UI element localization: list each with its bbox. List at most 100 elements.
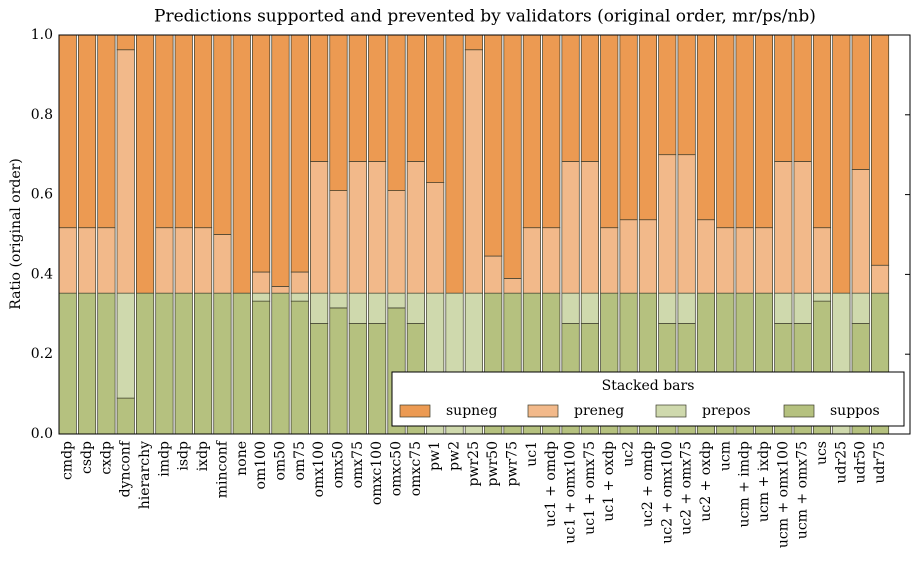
bar-segment (116, 49, 135, 294)
bar-segment (290, 292, 309, 302)
x-tick-label: ucs (814, 441, 830, 465)
y-tick-label: 0.0 (31, 426, 53, 442)
bar-segment (735, 227, 754, 294)
x-tick-label: uc1 + omx75 (582, 441, 598, 535)
bar-segment (600, 227, 619, 294)
bar-segment (252, 271, 271, 294)
y-tick-label: 1.0 (31, 27, 53, 43)
bar-segment (851, 292, 870, 324)
bar-segment (716, 34, 735, 229)
bar-segment (851, 34, 870, 170)
x-tick-label: hierarchy (137, 441, 153, 509)
bar-segment (155, 292, 174, 435)
x-tick-label: omxc100 (369, 441, 385, 505)
x-tick-label: ucm + omx100 (775, 441, 791, 548)
bar-segment (290, 34, 309, 273)
bar-segment (561, 34, 580, 162)
bar-segment (232, 34, 251, 294)
bar-segment (406, 292, 425, 324)
x-tick-label: uc1 + oxdp (601, 441, 617, 522)
bar-segment (368, 292, 387, 324)
x-tick-label: pwr75 (505, 441, 521, 486)
bar-segment (329, 307, 348, 435)
bar-segment (213, 234, 232, 294)
x-tick-label: omx75 (350, 441, 366, 488)
x-tick-label: dynconf (118, 439, 134, 497)
bar-segment (561, 292, 580, 324)
x-tick-label: uc2 + omx75 (679, 441, 695, 535)
bar-segment (580, 34, 599, 162)
bar-segment (774, 161, 793, 294)
bar-segment (58, 292, 77, 435)
x-tick-label: isdp (176, 441, 192, 471)
y-tick-label: 0.2 (31, 346, 53, 362)
y-tick-label: 0.4 (31, 266, 53, 282)
bar-segment (174, 227, 193, 294)
bar-segment (252, 300, 271, 435)
bar-segment (232, 292, 251, 435)
x-tick-label: omxc50 (388, 441, 404, 496)
legend-label: suppos (830, 403, 880, 419)
bar-segment (619, 34, 638, 221)
bar-segment (677, 154, 696, 294)
bar-segment (793, 34, 812, 162)
bar-segment (368, 34, 387, 162)
x-tick-label: ucm (717, 441, 733, 471)
bar-segment (290, 300, 309, 435)
bar-segment (310, 161, 329, 294)
bar-segment (329, 34, 348, 191)
x-tick-label: pwr25 (466, 441, 482, 486)
bar-segment (542, 227, 561, 294)
bar-segment (136, 292, 155, 435)
bar-segment (580, 161, 599, 294)
bar-segment (426, 182, 445, 294)
bar-segment (445, 34, 464, 294)
x-tick-label: cmdp (60, 441, 76, 480)
bar-segment (97, 34, 116, 229)
bar-segment (832, 34, 851, 294)
y-tick-label: 0.8 (31, 107, 53, 123)
x-tick-label: uc2 (621, 441, 637, 467)
x-tick-label: pw1 (427, 441, 443, 471)
bar-segment (310, 34, 329, 162)
bar-segment (851, 169, 870, 294)
x-tick-label: uc1 (524, 441, 540, 467)
bar-segment (155, 227, 174, 294)
bar-segment (368, 161, 387, 294)
bar-segment (696, 34, 716, 221)
x-tick-label: csdp (79, 441, 95, 474)
bar-segment (252, 292, 271, 302)
bar-segment (271, 292, 290, 435)
bar-segment (658, 292, 677, 324)
x-tick-label: minconf (214, 439, 230, 498)
legend-title: Stacked bars (602, 378, 695, 394)
bar-segment (484, 255, 503, 294)
x-tick-label: om100 (253, 441, 269, 489)
bar-segment (155, 34, 174, 229)
bar-segment (387, 190, 406, 294)
bar-segment (174, 292, 193, 435)
bar-segment (580, 292, 599, 324)
bar-segment (77, 34, 97, 229)
x-tick-label: cxdp (98, 441, 114, 475)
bar-segment (348, 34, 367, 162)
bar-segment (542, 34, 561, 229)
bar-segment (812, 227, 832, 294)
x-tick-label: ucm + ixdp (756, 441, 772, 522)
y-tick-label: 0.6 (31, 187, 53, 203)
bar-segment (406, 161, 425, 294)
x-tick-label: none (234, 441, 250, 476)
y-axis-label: Ratio (original order) (8, 158, 24, 310)
x-tick-label: uc2 + oxdp (698, 441, 714, 522)
bar-segment (812, 292, 832, 302)
bar-segment (406, 34, 425, 162)
bar-segment (174, 34, 193, 229)
bar-segment (310, 292, 329, 324)
bar-segment (194, 292, 213, 435)
bar-segment (77, 292, 97, 435)
bar-segment (658, 154, 677, 294)
bar-segment (58, 227, 77, 294)
bar-segment (638, 219, 657, 294)
x-tick-label: uc1 + omx100 (563, 441, 579, 544)
